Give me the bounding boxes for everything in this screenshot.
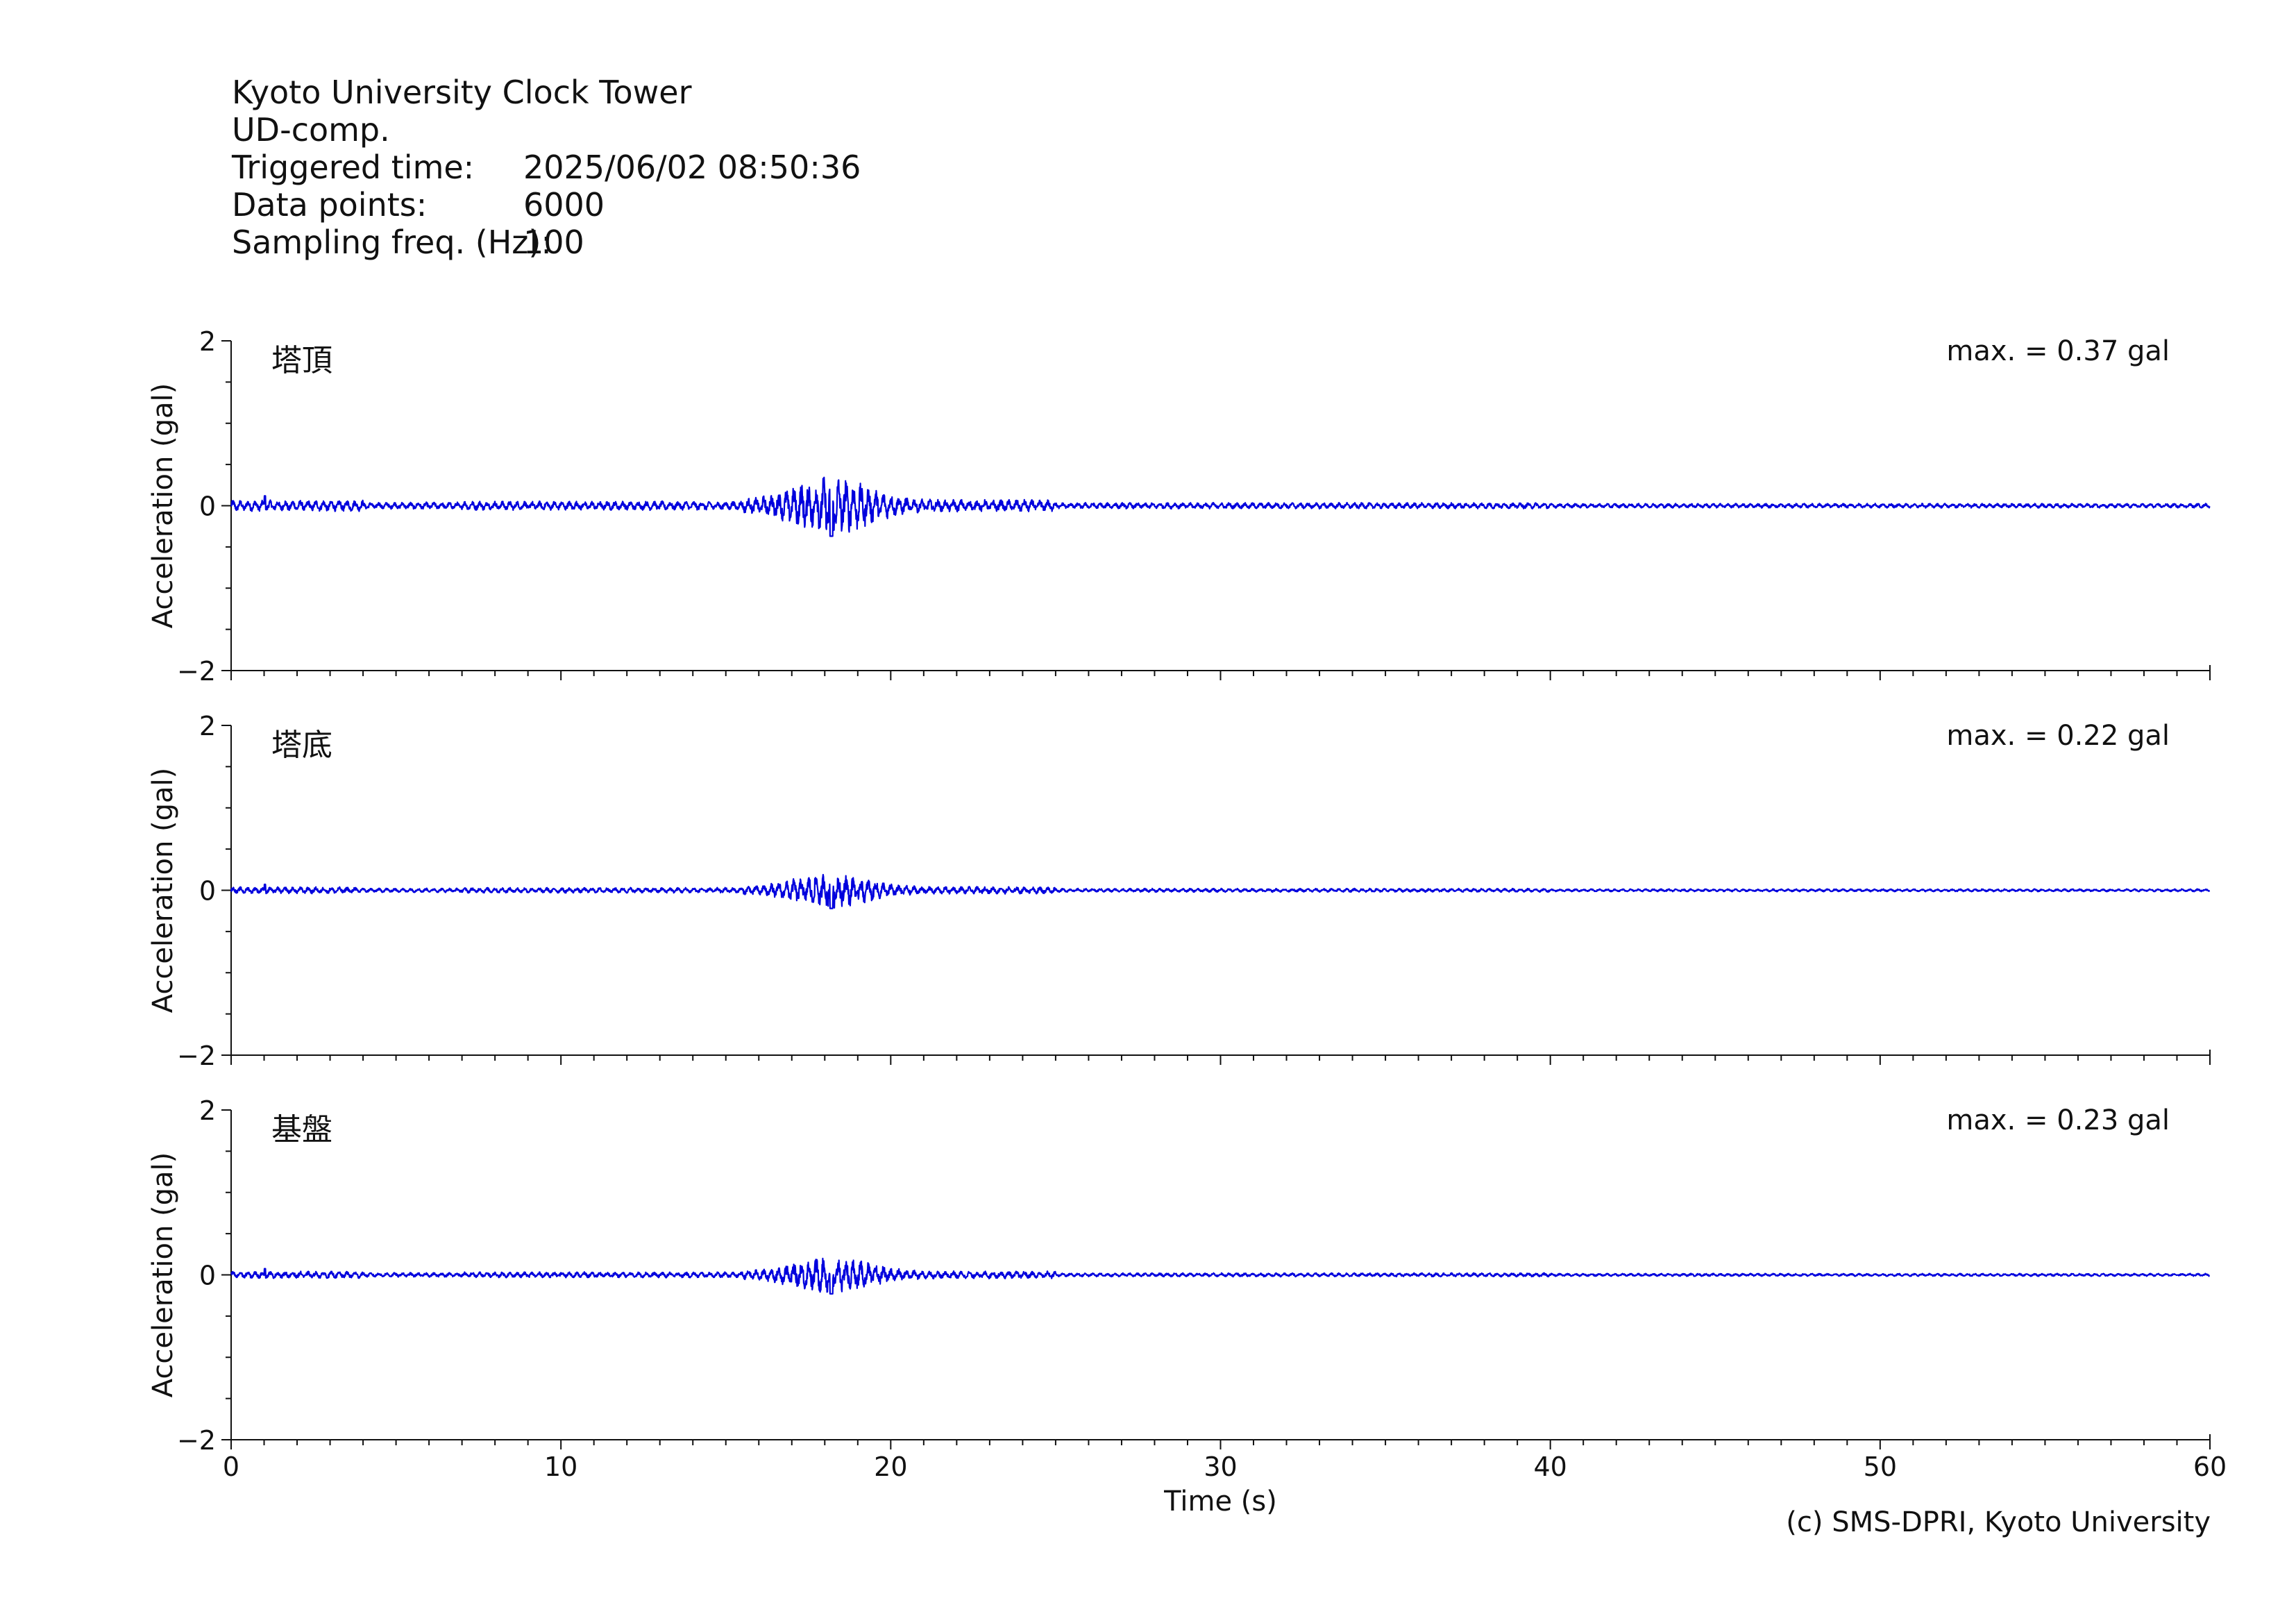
y-tick-label: 0: [199, 491, 216, 522]
y-tick-label: 2: [199, 711, 216, 741]
data-points-value: 6000: [523, 186, 605, 224]
x-tick-label: 60: [2193, 1452, 2227, 1482]
station-name: Kyoto University Clock Tower: [232, 74, 692, 111]
sampling-freq-row: Sampling freq. (Hz): 100: [232, 224, 861, 261]
component-row: UD-comp.: [232, 111, 861, 149]
data-points-row: Data points: 6000: [232, 186, 861, 224]
triggered-time-value: 2025/06/02 08:50:36: [523, 149, 861, 186]
waveform-series-line: [230, 1257, 2211, 1295]
x-tick-label: 50: [1864, 1452, 1897, 1482]
triggered-time-label: Triggered time:: [232, 149, 475, 186]
x-tick-label: 40: [1533, 1452, 1567, 1482]
triggered-time-row: Triggered time: 2025/06/02 08:50:36: [232, 149, 861, 186]
y-tick-label: −2: [177, 656, 216, 687]
x-tick-label: 0: [223, 1452, 239, 1482]
waveform-series-line: [230, 476, 2211, 537]
copyright-credit: (c) SMS-DPRI, Kyoto University: [1786, 1506, 2211, 1538]
y-tick-label: 0: [199, 876, 216, 907]
sampling-freq-label: Sampling freq. (Hz):: [232, 224, 552, 261]
x-tick-label: 30: [1204, 1452, 1237, 1482]
y-axis-label: Acceleration (gal): [147, 1152, 179, 1398]
max-amplitude-label: max. = 0.22 gal: [1946, 720, 2170, 752]
y-tick-label: 0: [199, 1261, 216, 1291]
x-tick-label: 10: [544, 1452, 577, 1482]
panel-name-label: 基盤: [271, 1112, 332, 1147]
y-tick-label: 2: [199, 1095, 216, 1126]
x-tick-label: 20: [874, 1452, 907, 1482]
data-points-label: Data points:: [232, 186, 428, 224]
record-header: Kyoto University Clock Tower UD-comp. Tr…: [232, 74, 861, 261]
waveform-series-line: [230, 873, 2211, 909]
station-name-row: Kyoto University Clock Tower: [232, 74, 861, 111]
max-amplitude-label: max. = 0.37 gal: [1946, 335, 2170, 367]
y-tick-label: −2: [177, 1041, 216, 1071]
component-label: UD-comp.: [232, 111, 390, 149]
x-axis-label: Time (s): [1163, 1486, 1277, 1517]
y-tick-label: 2: [199, 326, 216, 357]
max-amplitude-label: max. = 0.23 gal: [1946, 1104, 2170, 1136]
sampling-freq-value: 100: [523, 224, 584, 261]
y-axis-label: Acceleration (gal): [147, 768, 179, 1014]
y-axis-label: Acceleration (gal): [147, 383, 179, 629]
panel-name-label: 塔頂: [271, 343, 332, 378]
panel-name-label: 塔底: [271, 728, 332, 763]
y-tick-label: −2: [177, 1425, 216, 1456]
